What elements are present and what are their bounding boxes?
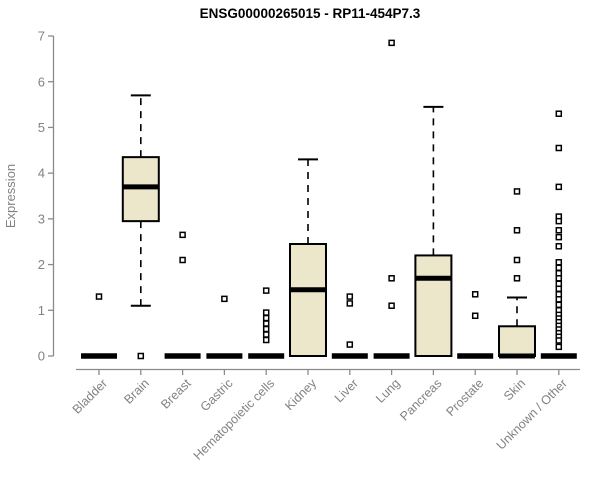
x-tick-label-hematopoietic-cells: Hematopoietic cells	[191, 376, 278, 463]
y-tick-label: 1	[38, 303, 45, 318]
x-tick-label-breast: Breast	[158, 376, 194, 412]
category-group-skin	[498, 188, 536, 359]
outlier-point	[555, 233, 563, 241]
y-tick-label: 4	[38, 166, 45, 181]
y-tick-label: 3	[38, 211, 45, 226]
outlier-point	[513, 227, 521, 234]
x-tick-label-skin: Skin	[501, 376, 528, 403]
outlier-point	[555, 296, 563, 303]
collapsed-box-bar	[540, 353, 577, 359]
outlier-point	[513, 275, 521, 282]
y-tick-label: 2	[38, 257, 45, 272]
outlier-point	[95, 293, 103, 300]
outlier-point	[555, 280, 563, 288]
category-group-kidney	[289, 158, 327, 357]
y-tick-label: 0	[38, 349, 45, 364]
outlier-point	[555, 110, 563, 117]
outlier-point	[555, 337, 563, 344]
outlier-point	[555, 343, 563, 351]
x-tick-label-brain: Brain	[121, 376, 152, 407]
outlier-point	[262, 336, 270, 344]
x-tick-label-liver: Liver	[332, 376, 361, 405]
outlier-point	[388, 302, 395, 309]
collapsed-box-bar	[331, 353, 368, 359]
category-group-liver	[331, 293, 368, 359]
outlier-point	[555, 301, 563, 309]
category-group-prostate	[457, 291, 494, 359]
collapsed-box-bar	[81, 353, 117, 359]
outlier-point	[555, 270, 563, 277]
x-tick-label-prostate: Prostate	[443, 376, 486, 419]
outlier-point	[555, 259, 563, 266]
x-tick-label-unknown-other: Unknown / Other	[494, 376, 570, 452]
outlier-point	[471, 291, 479, 298]
x-tick-label-gastric: Gastric	[198, 376, 236, 414]
outlier-point	[346, 341, 354, 348]
category-group-hematopoietic-cells	[248, 287, 285, 359]
y-axis-label: Expression	[3, 164, 18, 228]
outlier-point	[555, 217, 563, 225]
x-tick-label-pancreas: Pancreas	[397, 376, 444, 423]
category-group-bladder	[81, 293, 117, 359]
box	[289, 243, 327, 357]
category-group-unknown-other	[540, 110, 577, 359]
y-tick-label: 5	[38, 120, 45, 135]
x-tick-label-bladder: Bladder	[70, 376, 110, 416]
collapsed-box-bar	[373, 353, 410, 359]
outlier-point	[262, 331, 270, 338]
outlier-point	[346, 300, 354, 307]
outlier-point	[471, 312, 479, 320]
category-group-pancreas	[414, 105, 453, 357]
outlier-point	[179, 231, 186, 239]
collapsed-box-bar	[248, 353, 285, 359]
outlier-point	[262, 320, 270, 327]
box	[414, 254, 453, 357]
outlier-point	[555, 183, 563, 191]
outlier-point	[262, 287, 270, 294]
category-group-lung	[373, 39, 410, 359]
x-tick-label-kidney: Kidney	[282, 376, 319, 413]
boxes-layer	[81, 39, 577, 360]
outlier-point	[555, 227, 563, 234]
category-group-brain	[121, 94, 160, 360]
outlier-point	[346, 293, 354, 300]
outlier-point	[179, 256, 186, 264]
category-group-breast	[164, 231, 201, 359]
y-tick-label: 7	[38, 29, 45, 44]
collapsed-box-bar	[164, 353, 201, 359]
outlier-point	[513, 188, 521, 195]
outlier-point	[262, 314, 270, 322]
outlier-point	[262, 309, 270, 316]
outlier-point	[555, 243, 563, 250]
collapsed-box-bar	[206, 353, 243, 359]
collapsed-box-bar	[457, 353, 494, 359]
outlier-point	[555, 144, 563, 152]
outlier-point	[262, 325, 270, 333]
outlier-point	[555, 264, 563, 272]
chart-title: ENSG00000265015 - RP11-454P7.3	[200, 6, 421, 21]
outlier-point	[388, 275, 395, 282]
outlier-point	[555, 275, 563, 282]
box	[498, 325, 536, 357]
category-group-gastric	[206, 295, 243, 359]
outlier-point	[555, 285, 563, 293]
x-tick-label-lung: Lung	[373, 376, 403, 406]
outlier-point	[513, 256, 521, 264]
outlier-point	[137, 352, 145, 360]
outlier-point	[555, 291, 563, 298]
y-tick-label: 6	[38, 74, 45, 89]
outlier-point	[388, 39, 395, 47]
outlier-point	[221, 295, 228, 303]
